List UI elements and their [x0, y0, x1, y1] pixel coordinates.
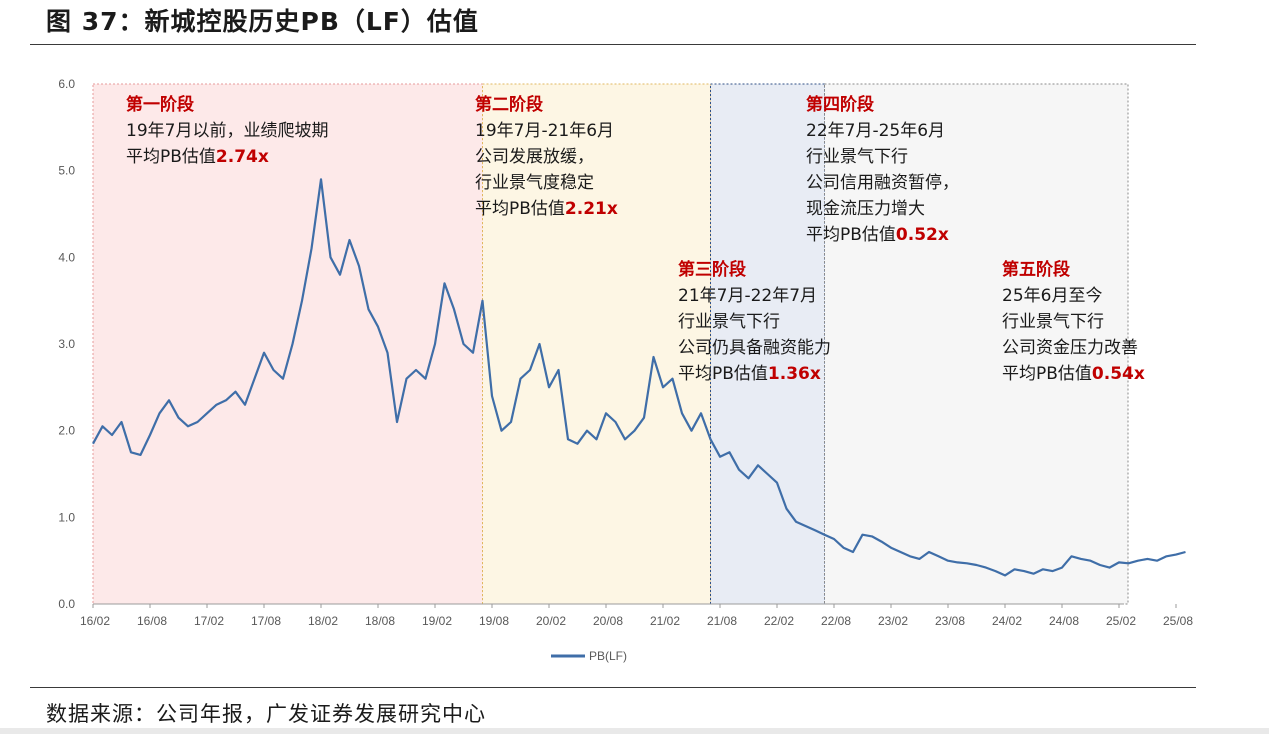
stage-description: 行业景气下行: [806, 147, 908, 167]
x-tick-label: 22/08: [821, 614, 851, 628]
stage-average: 平均PB估值0.52x: [806, 225, 949, 245]
stage-annotations: 第一阶段19年7月以前，业绩爬坡期平均PB估值2.74x第二阶段19年7月-21…: [126, 94, 1145, 384]
data-source-note: 数据来源：公司年报，广发证券发展研究中心: [46, 702, 486, 726]
x-tick-label: 18/08: [365, 614, 395, 628]
x-tick-label: 25/02: [1106, 614, 1136, 628]
stage-description: 行业景气下行: [1002, 312, 1104, 332]
x-tick-label: 18/02: [308, 614, 338, 628]
pb-series-line: [92, 178, 1186, 577]
x-tick-label: 25/08: [1163, 614, 1193, 628]
stage-description: 现金流压力增大: [806, 199, 925, 219]
stage-description: 公司信用融资暂停，: [806, 173, 959, 193]
y-tick-label: 6.0: [58, 77, 75, 91]
figure-title: 图 37：新城控股历史PB（LF）估值: [46, 7, 479, 36]
stage-title: 第一阶段: [126, 94, 194, 115]
x-tick-label: 23/02: [878, 614, 908, 628]
legend-label: PB(LF): [589, 649, 627, 663]
x-tick-label: 21/02: [650, 614, 680, 628]
stage-region-4: [824, 83, 1129, 605]
stage-average-value: 0.52x: [896, 225, 949, 245]
x-tick-label: 20/02: [536, 614, 566, 628]
stage-title: 第四阶段: [806, 94, 874, 115]
stage-average-label: 平均PB估值: [678, 364, 768, 384]
stage-average: 平均PB估值2.74x: [126, 147, 269, 167]
chart-axes: 0.0 1.0 2.0 3.0 4.0 5.0 6.0 16/02 16/08 17/02 17/0…: [58, 77, 1193, 628]
stage-backgrounds: [92, 83, 1129, 605]
stage-average-label: 平均PB估值: [475, 199, 565, 219]
stage-description: 25年6月至今: [1002, 286, 1102, 306]
y-tick-label: 3.0: [58, 337, 75, 351]
y-tick-label: 1.0: [58, 510, 75, 524]
stage-average-label: 平均PB估值: [806, 225, 896, 245]
stage-description: 21年7月-22年7月: [678, 286, 817, 306]
y-tick-label: 2.0: [58, 424, 75, 438]
pb-line-chart: 0.0 1.0 2.0 3.0 4.0 5.0 6.0 16/02 16/08 17/02 17/0…: [58, 77, 1193, 663]
stage-title: 第三阶段: [678, 259, 746, 280]
stage-description: 公司发展放缓，: [475, 147, 594, 167]
stage-description: 19年7月以前，业绩爬坡期: [126, 121, 328, 141]
stage-average: 平均PB估值0.54x: [1002, 364, 1145, 384]
stage-description: 行业景气度稳定: [475, 173, 594, 193]
stage-description: 22年7月-25年6月: [806, 121, 945, 141]
series-layer: [92, 178, 1186, 577]
x-tick-label: 20/08: [593, 614, 623, 628]
bottom-strip: [0, 728, 1269, 734]
x-tick-label: 21/08: [707, 614, 737, 628]
x-tick-label: 16/08: [137, 614, 167, 628]
y-tick-label: 4.0: [58, 250, 75, 264]
stage-average: 平均PB估值2.21x: [475, 199, 618, 219]
stage-average-value: 2.21x: [565, 199, 618, 219]
stage-region-1: [92, 83, 483, 605]
stage-region-3: [710, 83, 825, 605]
x-tick-label: 17/08: [251, 614, 281, 628]
x-tick-label: 17/02: [194, 614, 224, 628]
x-tick-label: 24/08: [1049, 614, 1079, 628]
x-tick-label: 24/02: [992, 614, 1022, 628]
stage-average-label: 平均PB估值: [1002, 364, 1092, 384]
x-tick-label: 19/08: [479, 614, 509, 628]
top-divider: [30, 44, 1196, 45]
bottom-divider: [30, 687, 1196, 688]
stage-description: 公司资金压力改善: [1002, 338, 1138, 358]
stage-title: 第五阶段: [1002, 259, 1070, 280]
y-tick-label: 5.0: [58, 164, 75, 178]
x-tick-label: 22/02: [764, 614, 794, 628]
stage-average-value: 2.74x: [216, 147, 269, 167]
stage-description: 行业景气下行: [678, 312, 780, 332]
chart-legend: PB(LF): [551, 649, 627, 663]
y-tick-label: 0.0: [58, 597, 75, 611]
stage-average-value: 1.36x: [768, 364, 821, 384]
stage-average-value: 0.54x: [1092, 364, 1145, 384]
stage-average-label: 平均PB估值: [126, 147, 216, 167]
stage-average: 平均PB估值1.36x: [678, 364, 821, 384]
stage-title: 第二阶段: [475, 94, 543, 115]
stage-description: 19年7月-21年6月: [475, 121, 614, 141]
x-tick-label: 19/02: [422, 614, 452, 628]
stage-description: 公司仍具备融资能力: [678, 338, 831, 358]
x-tick-label: 23/08: [935, 614, 965, 628]
x-tick-label: 16/02: [80, 614, 110, 628]
